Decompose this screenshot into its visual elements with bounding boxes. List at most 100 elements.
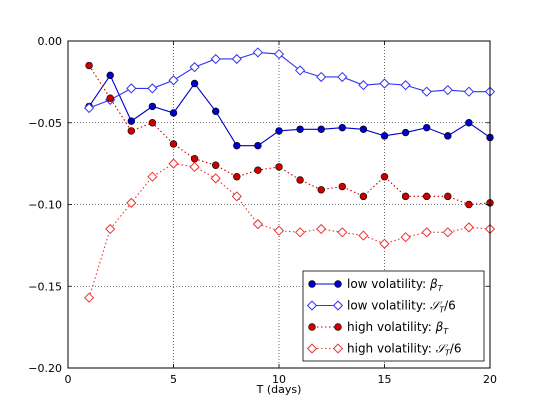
data-point xyxy=(400,80,411,91)
x-tick-label: 5 xyxy=(170,373,177,386)
legend-label: low volatility: 𝒮T/6 xyxy=(347,299,456,315)
legend-label-suffix: /6 xyxy=(444,299,456,313)
data-point xyxy=(444,132,452,140)
legend-label-subscript: T xyxy=(438,284,444,293)
x-tick-label: 20 xyxy=(483,373,497,386)
data-point xyxy=(210,173,221,184)
data-point xyxy=(190,155,199,163)
data-point xyxy=(106,71,114,80)
legend-label-prefix: high volatility: xyxy=(347,342,436,356)
data-point xyxy=(337,71,348,83)
data-point xyxy=(294,65,306,76)
data-point xyxy=(85,61,93,70)
data-point xyxy=(359,125,368,133)
data-point xyxy=(189,62,200,73)
data-point xyxy=(126,83,137,94)
data-point xyxy=(421,86,432,97)
series-layer xyxy=(83,47,496,303)
data-point xyxy=(317,125,325,133)
legend-marker xyxy=(334,280,342,288)
data-point xyxy=(317,186,325,194)
data-point xyxy=(254,166,262,174)
axis-ticks: 0 5 10 15 20 −0.20 −0.15 −0.10 −0.05 0.00 xyxy=(28,35,497,386)
x-tick-label: 15 xyxy=(378,373,392,386)
data-point xyxy=(379,78,390,89)
data-point xyxy=(400,232,411,243)
y-tick-label: −0.15 xyxy=(28,280,62,293)
data-point xyxy=(168,158,179,169)
data-point xyxy=(233,173,241,181)
data-point xyxy=(190,79,199,88)
data-point xyxy=(358,230,369,241)
data-point xyxy=(444,192,452,201)
data-point xyxy=(148,102,157,111)
data-point xyxy=(296,125,304,133)
data-point xyxy=(423,192,431,201)
y-tick-label: −0.20 xyxy=(28,362,62,375)
legend-label-symbol: β xyxy=(429,277,438,291)
legend-entry: low volatility: βT xyxy=(308,277,444,293)
x-axis-label: T (days) xyxy=(256,383,302,396)
data-point xyxy=(168,75,179,86)
series-line xyxy=(88,65,491,206)
legend-marker xyxy=(306,300,318,311)
series-1 xyxy=(85,71,494,150)
y-tick-label: −0.05 xyxy=(28,117,62,130)
legend-box xyxy=(302,270,485,362)
data-point xyxy=(442,227,453,238)
data-point xyxy=(210,53,221,65)
legend-label-prefix: low volatility: xyxy=(347,277,430,291)
legend-marker xyxy=(308,323,316,331)
legend-label: high volatility: βT xyxy=(347,320,449,336)
data-point xyxy=(83,292,95,303)
data-point xyxy=(189,161,200,173)
data-point xyxy=(273,225,285,236)
y-tick-label: −0.10 xyxy=(28,199,62,212)
data-point xyxy=(127,127,136,135)
data-point xyxy=(296,176,304,184)
data-point xyxy=(359,192,368,201)
legend-label-prefix: low volatility: xyxy=(347,299,430,313)
data-point xyxy=(83,102,95,114)
legend-label-suffix: /6 xyxy=(450,342,462,356)
data-point xyxy=(380,132,389,140)
data-point xyxy=(294,227,306,238)
legend-label-prefix: high volatility: xyxy=(347,320,436,334)
legend-label-subscript: T xyxy=(445,349,451,358)
data-point xyxy=(401,128,410,137)
legend-marker xyxy=(332,300,344,311)
data-point xyxy=(337,227,348,238)
data-point xyxy=(338,123,346,132)
data-point xyxy=(316,71,327,83)
legend-entry: high volatility: βT xyxy=(308,320,449,336)
legend-label-subscript: T xyxy=(439,306,445,315)
legend-marker xyxy=(334,323,342,331)
data-point xyxy=(273,48,285,60)
data-point xyxy=(421,227,432,238)
legend-label-subscript: T xyxy=(443,327,449,336)
x-tick-label: 0 xyxy=(65,373,72,386)
series-4 xyxy=(83,158,496,303)
data-point xyxy=(254,141,262,150)
data-point xyxy=(148,119,157,127)
legend-label-symbol: β xyxy=(435,320,444,334)
data-point xyxy=(169,140,178,148)
data-point xyxy=(233,141,241,150)
data-point xyxy=(465,200,473,209)
data-point xyxy=(465,119,473,127)
legend-marker xyxy=(306,343,318,354)
data-point xyxy=(105,223,116,235)
data-point xyxy=(126,197,137,208)
data-point xyxy=(147,171,158,182)
data-point xyxy=(212,161,220,169)
x-tick-label: 10 xyxy=(272,373,286,386)
legend-label: high volatility: 𝒮T/6 xyxy=(347,342,461,358)
data-point xyxy=(127,117,136,125)
data-point xyxy=(463,86,475,97)
data-point xyxy=(442,84,453,96)
data-point xyxy=(379,238,390,249)
data-point xyxy=(231,53,242,65)
data-point xyxy=(252,219,264,230)
